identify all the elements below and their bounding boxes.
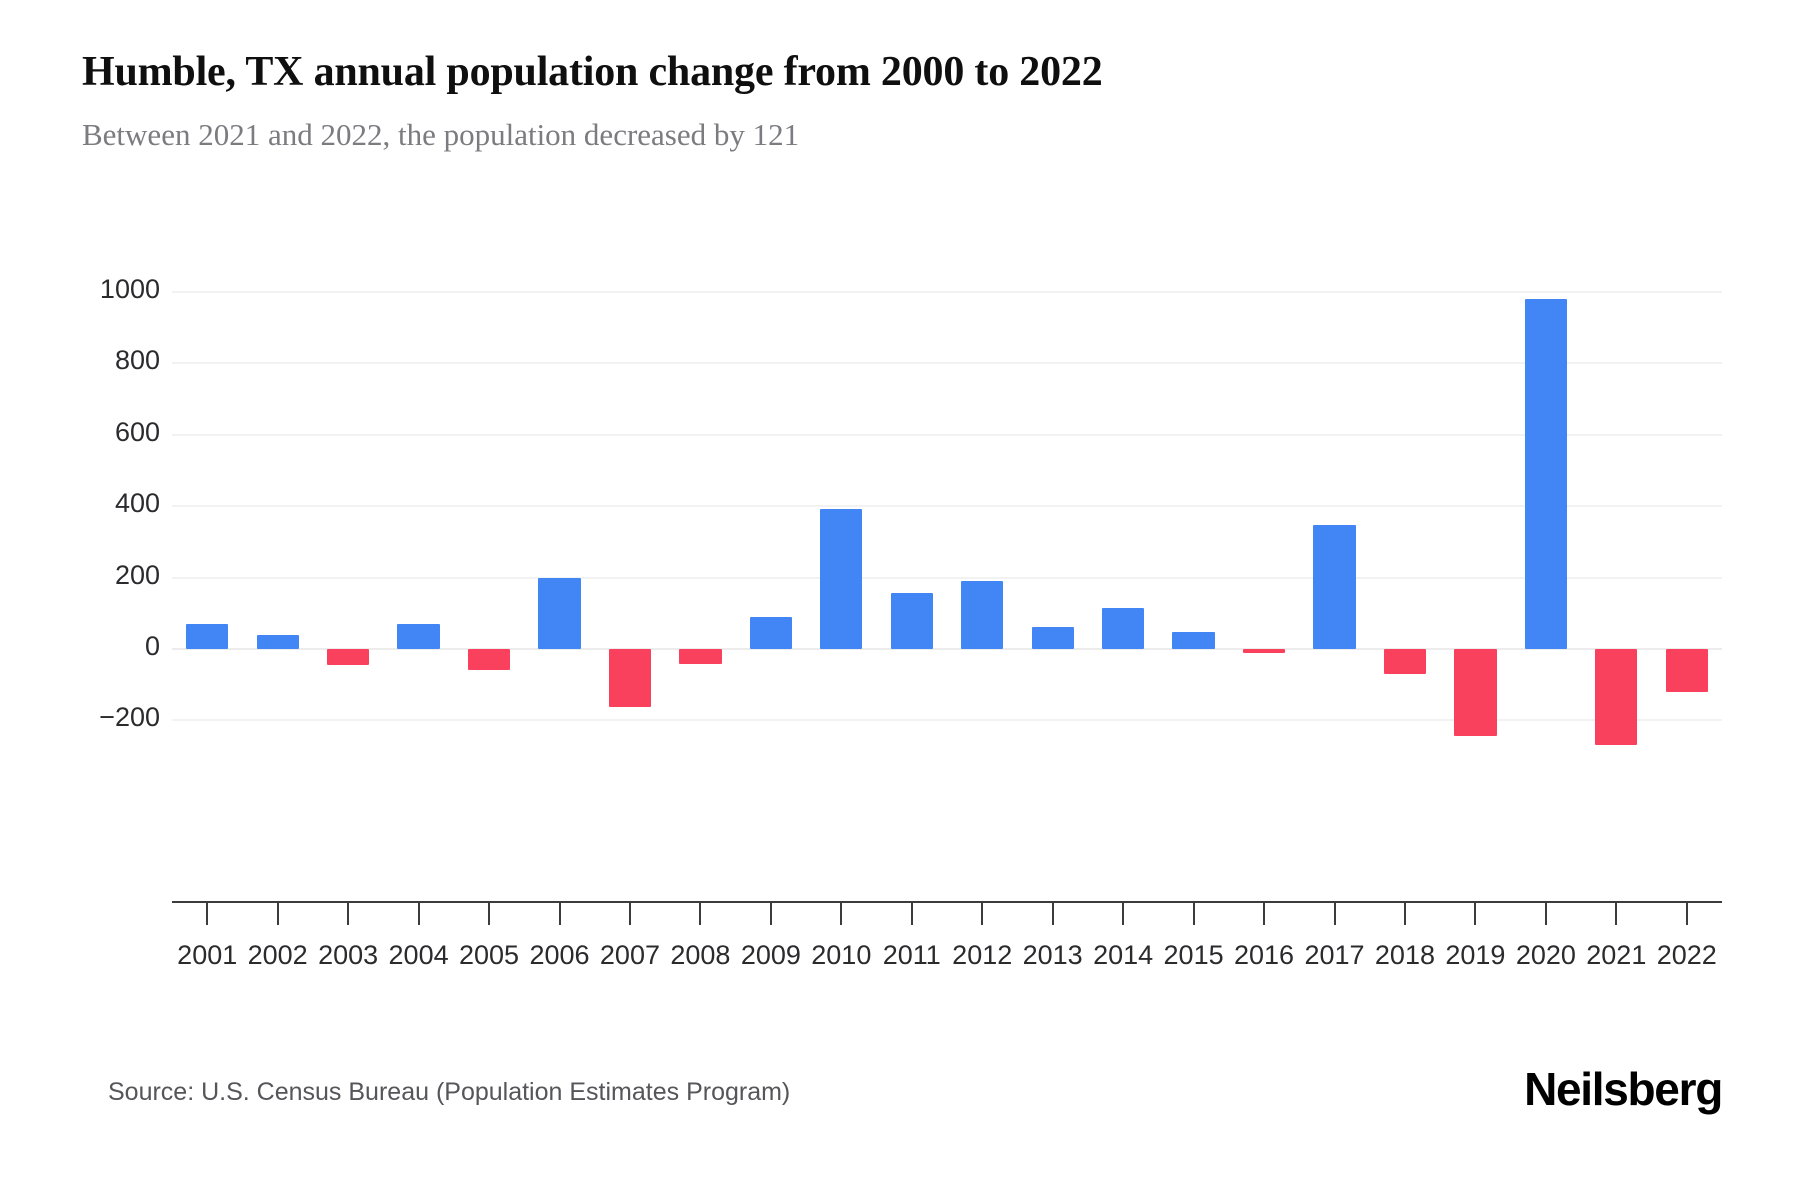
x-axis-tick-label-2006: 2006 — [529, 940, 590, 970]
x-axis-tick — [1474, 901, 1477, 925]
bar-2022[interactable] — [1665, 649, 1708, 693]
x-axis-tick-label-2011: 2011 — [882, 940, 941, 970]
bar-2010[interactable] — [820, 509, 863, 649]
brand-logo: Neilsberg — [1524, 1063, 1723, 1115]
bar-2017[interactable] — [1313, 524, 1356, 649]
bar-2007[interactable] — [608, 649, 652, 707]
x-axis-tick — [1333, 901, 1336, 925]
bar-2009[interactable] — [749, 616, 792, 649]
x-axis-tick-label-2010: 2010 — [811, 940, 872, 970]
bar-2006[interactable] — [538, 577, 581, 649]
x-axis-tick — [628, 901, 631, 925]
x-axis-tick — [1263, 901, 1266, 925]
x-axis-tick — [769, 901, 772, 925]
bar-2019[interactable] — [1454, 649, 1497, 736]
x-axis-tick — [1192, 901, 1195, 925]
x-axis-tick — [417, 901, 420, 925]
x-axis-tick-label-2018: 2018 — [1374, 940, 1435, 970]
x-axis-tick — [1685, 901, 1688, 925]
x-axis-tick — [1544, 901, 1547, 925]
x-axis-tick-label-2017: 2017 — [1304, 940, 1365, 970]
bar-2011[interactable] — [890, 592, 933, 649]
x-axis-tick — [1403, 901, 1406, 925]
x-axis-tick — [1122, 901, 1125, 925]
bar-2008[interactable] — [679, 649, 722, 664]
x-axis-tick — [699, 901, 702, 925]
y-axis-tick-label: 400 — [114, 488, 160, 519]
gridline — [172, 505, 1722, 508]
x-axis-tick-label-2005: 2005 — [458, 940, 520, 970]
gridline — [172, 719, 1722, 722]
x-axis-tick-label-2001: 2001 — [177, 940, 238, 970]
bar-2002[interactable] — [256, 635, 299, 649]
x-axis-tick-label-2020: 2020 — [1515, 940, 1576, 970]
bar-2001[interactable] — [186, 624, 229, 649]
x-axis-tick — [1615, 901, 1618, 925]
x-axis-tick-label-2013: 2013 — [1022, 940, 1083, 970]
x-axis-tick-label-2009: 2009 — [740, 940, 801, 970]
bar-2013[interactable] — [1031, 626, 1074, 649]
x-axis-tick — [276, 901, 279, 925]
bar-2012[interactable] — [961, 581, 1004, 649]
x-axis-tick-label-2002: 2002 — [247, 940, 308, 970]
x-axis-tick-label-2022: 2022 — [1656, 940, 1717, 970]
x-axis-tick — [1051, 901, 1054, 925]
x-axis-tick-label-2004: 2004 — [388, 940, 449, 970]
x-axis-tick — [206, 901, 209, 925]
bar-2018[interactable] — [1383, 649, 1427, 674]
x-axis-tick — [558, 901, 561, 925]
source-note: Source: U.S. Census Bureau (Population E… — [108, 1078, 791, 1106]
bar-2014[interactable] — [1102, 607, 1145, 649]
bar-2021[interactable] — [1595, 649, 1638, 745]
y-axis-tick-label: 800 — [114, 345, 160, 376]
x-axis-tick-label-2007: 2007 — [599, 940, 660, 970]
bar-2020[interactable] — [1524, 299, 1567, 649]
gridline — [172, 576, 1722, 579]
x-axis-tick-label-2014: 2014 — [1093, 940, 1154, 970]
y-axis-tick-label: 200 — [114, 559, 160, 590]
x-axis-tick — [488, 901, 491, 925]
x-axis-tick-label-2015: 2015 — [1163, 940, 1224, 970]
x-axis-tick-label-2021: 2021 — [1586, 940, 1647, 970]
x-axis-tick-label-2019: 2019 — [1445, 940, 1506, 970]
x-axis-tick-label-2008: 2008 — [670, 940, 731, 970]
bar-2005[interactable] — [467, 649, 511, 671]
bar-2004[interactable] — [397, 624, 440, 649]
page-title: Humble, TX annual population change from… — [82, 49, 1103, 95]
x-axis-line — [172, 901, 1722, 903]
chart-subtitle: Between 2021 and 2022, the population de… — [82, 116, 800, 152]
bar-2015[interactable] — [1172, 632, 1215, 649]
bar-2016[interactable] — [1242, 649, 1286, 653]
y-axis-tick-label: 0 — [144, 631, 160, 661]
gridline — [172, 291, 1722, 293]
gridline — [172, 362, 1722, 365]
bar-2003[interactable] — [327, 649, 370, 666]
x-axis-tick-label-2016: 2016 — [1233, 940, 1295, 970]
x-axis-tick — [840, 901, 843, 925]
x-axis-tick — [347, 901, 350, 925]
y-axis-tick-label: −200 — [99, 702, 160, 733]
chart-header: Humble, TX annual population change from… — [82, 48, 1722, 153]
x-axis-tick-label-2003: 2003 — [318, 940, 379, 970]
zero-gridline — [172, 648, 1722, 650]
x-axis-tick — [910, 901, 913, 925]
y-axis-tick-label: 1000 — [99, 274, 160, 304]
x-axis-tick-label-2012: 2012 — [952, 940, 1013, 970]
x-axis-tick — [981, 901, 984, 925]
gridline — [172, 433, 1722, 436]
y-axis-tick-label: 600 — [114, 416, 160, 447]
